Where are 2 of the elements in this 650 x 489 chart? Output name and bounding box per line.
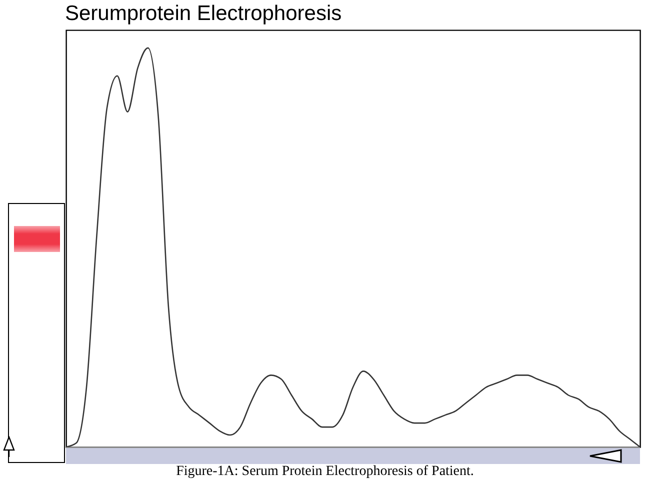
text: Figure-1A: Serum Protein Electrophoresis of Patient. (175, 464, 475, 480)
chart-title: Serumprotein Electrophoresis (65, 2, 342, 25)
